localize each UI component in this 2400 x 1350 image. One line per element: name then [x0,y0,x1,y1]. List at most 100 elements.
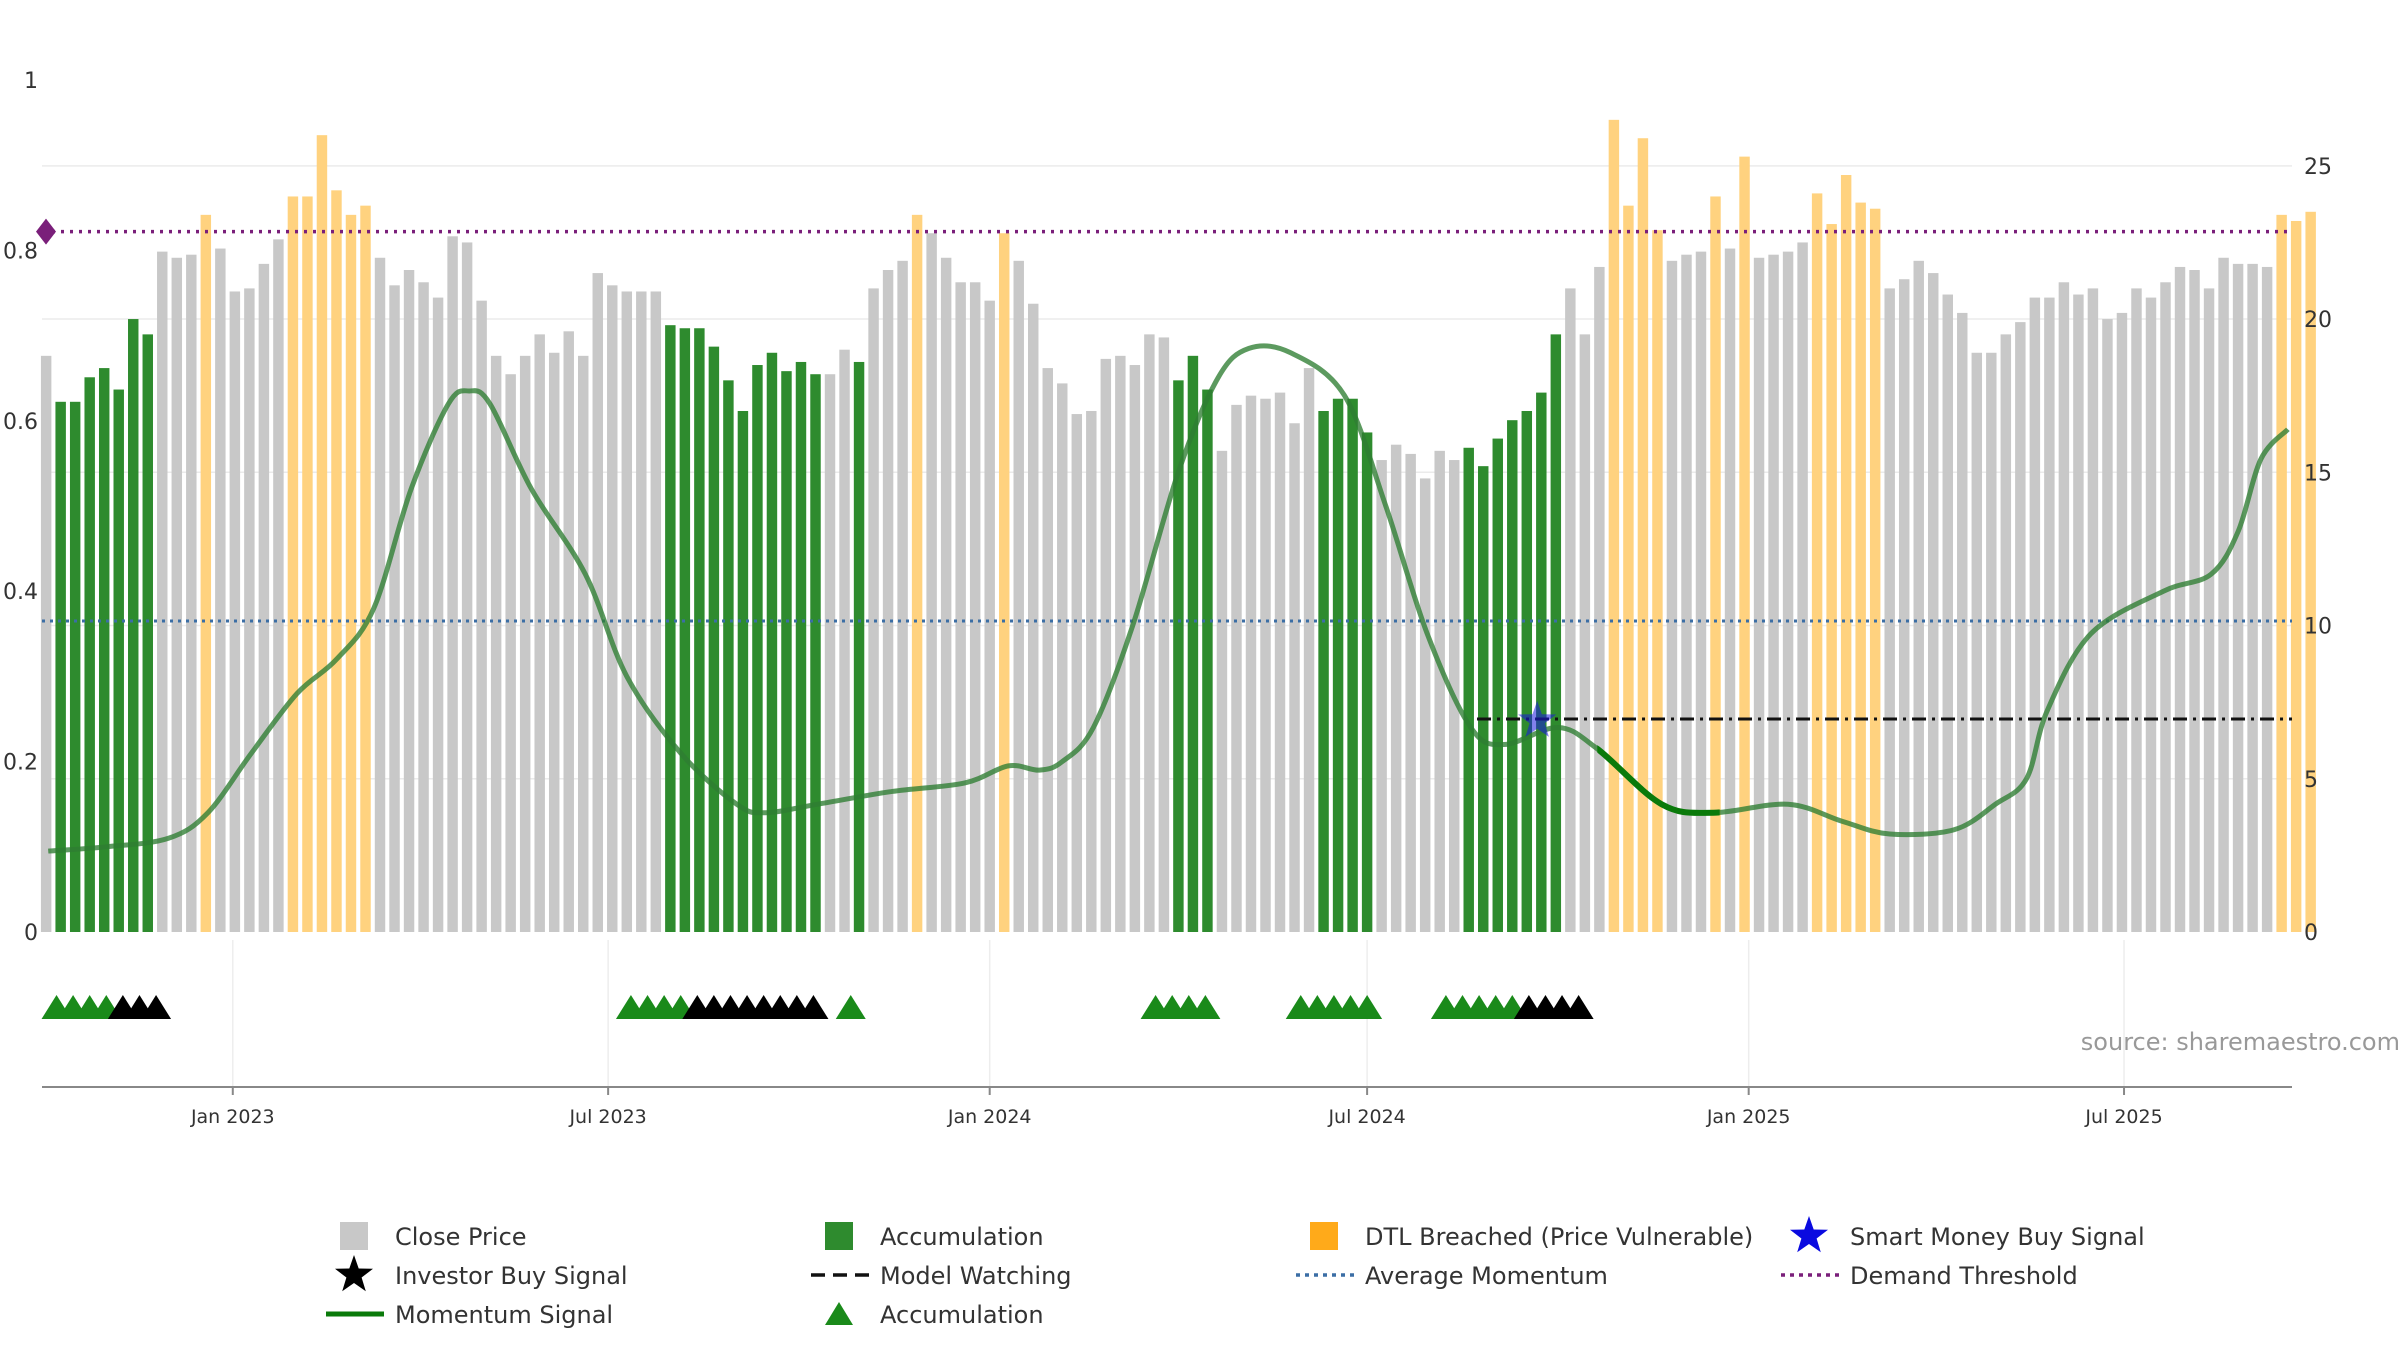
close-price-bar [40,355,52,932]
accumulation-bar [708,346,720,933]
dtl-breached-bar [2290,220,2302,933]
legend-label: Accumulation [880,1223,1044,1251]
dtl-breached-bar [316,135,328,932]
accumulation-bar [1507,420,1518,932]
demand-threshold-marker [36,218,56,245]
close-price-bar [2058,282,2070,932]
legend-swatch [825,1222,853,1250]
close-price-bar [2044,297,2055,932]
right-tick-label: 0 [2304,921,2318,946]
legend-label: Demand Threshold [1850,1262,2078,1290]
close-price-bar [2174,266,2186,932]
close-price-bar [2131,288,2142,933]
close-price-bar [2116,312,2128,932]
close-price-bar [1419,478,1431,932]
close-price-bar [578,355,589,932]
dtl-breached-bar [1739,156,1750,932]
close-price-bar [1376,460,1387,932]
dtl-breached-bar [2276,214,2287,932]
investor-buy-marker [798,995,829,1019]
close-price-bar [621,291,633,932]
legend: Close Price Accumulation DTL Breached (Pri… [326,1216,2145,1329]
x-tick-label: Jan 2023 [190,1106,275,1128]
close-price-bar [563,331,574,933]
legend-label: DTL Breached (Price Vulnerable) [1365,1223,1753,1251]
investor-buy-marker [1563,995,1594,1019]
accumulation-bar [84,377,95,932]
close-price-bar [2145,297,2157,932]
accumulation-bar [1492,438,1503,932]
dtl-breached-bar [1826,224,1837,933]
accumulation-bar [795,361,807,932]
accumulation-bar [737,410,749,932]
close-price-bar [258,263,270,932]
accumulation-bar [679,328,691,932]
line-series [36,218,2292,854]
legend-label: Close Price [395,1223,527,1251]
dtl-breached-bar [287,196,299,932]
close-price-bar [1071,414,1083,932]
accumulation-bar [694,328,705,932]
legend-item-close-price: Close Price [340,1222,527,1251]
close-price-bar [650,291,662,932]
legend-item-demand-threshold: Demand Threshold [1781,1262,2078,1290]
close-price-bar [1013,260,1024,932]
close-price-bar [1884,288,1895,933]
close-price-bar [839,349,850,932]
dtl-breached-bar [1840,175,1852,932]
accumulation-bar [1202,389,1213,933]
momentum-signal-line [48,343,2290,854]
x-tick-label: Jul 2023 [568,1106,646,1128]
close-price-bar [955,282,966,932]
close-price-bar [389,285,400,932]
accumulation-bar [723,380,734,932]
dtl-breached-bar [1811,193,1823,932]
close-price-bar [171,257,183,933]
close-price-bar [432,297,444,932]
close-price-bar [2029,297,2041,932]
close-price-bar [2218,257,2229,933]
close-price-bar [490,355,502,932]
accumulation-bar [1318,410,1329,932]
accumulation-bar [1347,398,1358,932]
dtl-breached-bar [360,205,371,933]
right-tick-label: 15 [2304,461,2332,486]
left-tick-label: 0.6 [3,410,38,435]
accumulation-bar [1332,398,1344,932]
close-price-bar [1086,410,1097,932]
accumulation-bar [1521,410,1533,932]
close-price-bar [1260,398,1271,932]
accumulation-bar [665,325,676,932]
close-price-bar [636,291,647,932]
close-price-bar [824,374,836,932]
close-price-bar [1405,453,1416,932]
legend-item-dtl-breached: DTL Breached (Price Vulnerable) [1310,1222,1753,1251]
left-tick-label: 0.8 [3,239,38,264]
accumulation-bar [128,319,139,932]
close-price-bar [244,288,255,933]
close-price-bar [1390,444,1402,932]
close-price-bar [2232,263,2244,932]
legend-swatch [1310,1222,1338,1250]
close-price-bar [984,300,995,932]
close-price-bar [505,374,516,932]
accumulation-bar [781,371,792,932]
legend-item-average-momentum: Average Momentum [1296,1262,1608,1290]
dtl-breached-bar [1608,119,1620,932]
accumulation-bar [1173,380,1184,932]
close-price-bar [1898,279,1910,932]
close-price-bar [403,270,415,932]
signal-markers [41,700,1594,1019]
accumulation-marker [1190,995,1221,1019]
legend-triangle [825,1302,853,1325]
left-tick-label: 1 [24,69,38,94]
dtl-breached-bar [1710,196,1721,932]
close-price-bar [519,355,531,932]
dtl-breached-bar [1637,138,1649,932]
close-price-bar [1042,368,1053,933]
close-price-bar [1782,251,1794,932]
close-price-bar [215,248,226,932]
close-price-bar [2203,288,2215,933]
legend-star [335,1255,373,1292]
close-price-bar [534,334,545,932]
